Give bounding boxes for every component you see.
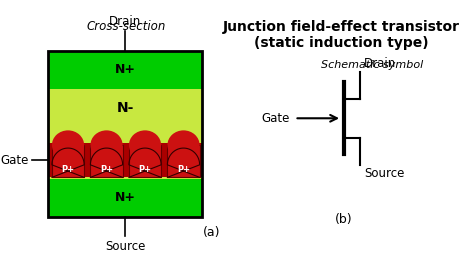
Text: (b): (b) <box>335 213 353 226</box>
Ellipse shape <box>129 130 161 160</box>
Text: P+: P+ <box>177 165 190 174</box>
Bar <box>91 145 123 177</box>
Text: Drain: Drain <box>365 57 397 70</box>
Text: Source: Source <box>105 240 146 253</box>
Bar <box>48 89 202 179</box>
Text: P+: P+ <box>138 165 152 174</box>
Ellipse shape <box>91 130 123 160</box>
Text: N-: N- <box>117 101 134 115</box>
Text: Source: Source <box>365 167 405 180</box>
Text: Schematic symbol: Schematic symbol <box>321 60 424 70</box>
Bar <box>48 143 202 177</box>
Bar <box>129 145 161 177</box>
Text: P+: P+ <box>100 165 113 174</box>
Text: Gate: Gate <box>0 154 28 167</box>
Bar <box>48 89 202 143</box>
Text: N+: N+ <box>115 191 136 205</box>
Bar <box>52 145 84 177</box>
Text: (a): (a) <box>202 226 220 239</box>
Text: P+: P+ <box>62 165 74 174</box>
Ellipse shape <box>167 130 200 160</box>
Bar <box>48 179 202 217</box>
Text: N+: N+ <box>115 63 136 76</box>
Text: Drain: Drain <box>109 15 141 28</box>
Bar <box>48 177 202 179</box>
Bar <box>167 145 200 177</box>
Bar <box>48 51 202 89</box>
Text: Gate: Gate <box>262 112 290 125</box>
Text: Cross-section: Cross-section <box>87 20 166 33</box>
Ellipse shape <box>52 130 84 160</box>
Bar <box>48 51 202 217</box>
Text: Junction field-effect transistor
(static induction type): Junction field-effect transistor (static… <box>223 20 460 50</box>
